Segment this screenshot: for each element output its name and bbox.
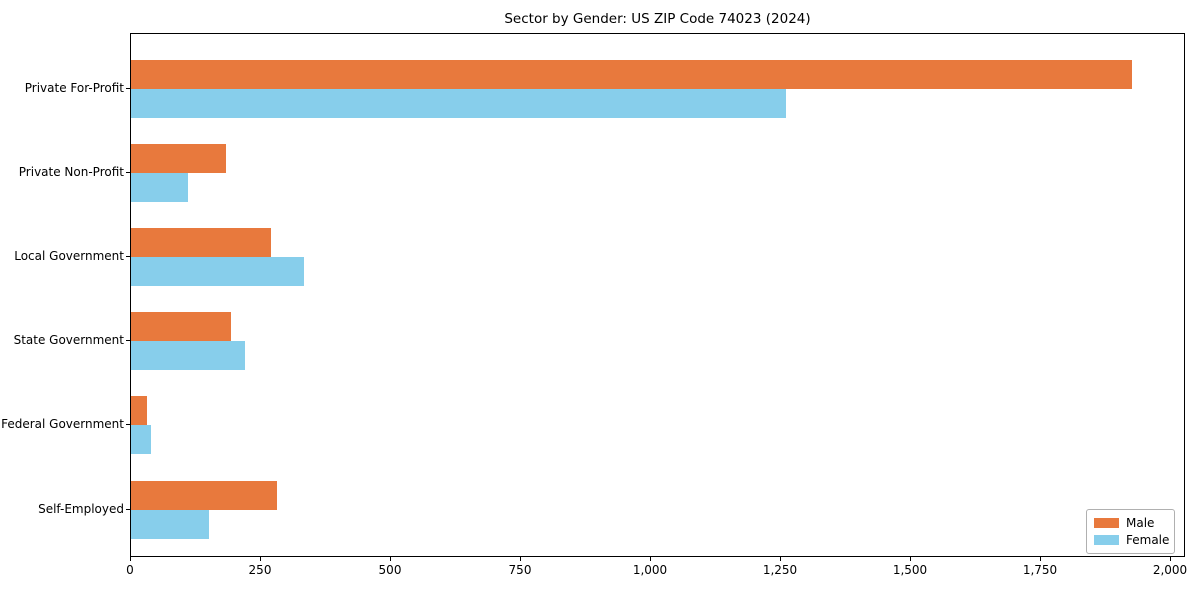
bar-male-3	[131, 312, 231, 342]
male-color-swatch	[1094, 517, 1119, 528]
x-tick-mark-8	[1170, 557, 1171, 561]
y-tick-mark-0	[126, 88, 130, 89]
x-tick-label-6: 1,500	[892, 563, 928, 577]
legend-label-female: Female	[1126, 533, 1170, 548]
x-tick-mark-0	[130, 557, 131, 561]
bar-male-5	[131, 480, 277, 510]
y-tick-label-0: Private For-Profit	[24, 81, 124, 95]
x-tick-label-8: 2,000	[1152, 563, 1188, 577]
bar-male-2	[131, 228, 272, 258]
x-tick-mark-3	[520, 557, 521, 561]
x-tick-label-7: 1,750	[1022, 563, 1058, 577]
x-tick-mark-5	[780, 557, 781, 561]
x-tick-label-4: 1,000	[632, 563, 668, 577]
bar-female-1	[131, 173, 189, 203]
bar-female-4	[131, 425, 151, 455]
y-tick-mark-5	[126, 508, 130, 510]
y-tick-label-1: Private Non-Profit	[18, 165, 124, 180]
x-tick-label-3: 750	[508, 563, 532, 577]
plot-area	[130, 33, 1185, 557]
bar-male-0	[131, 60, 1132, 89]
y-tick-label-3: State Government	[13, 333, 124, 348]
y-tick-mark-1	[126, 172, 130, 174]
bar-female-2	[131, 257, 305, 287]
legend-label-male: Male	[1126, 515, 1155, 530]
x-tick-mark-4	[650, 557, 651, 561]
bar-female-0	[131, 89, 787, 118]
x-tick-label-0: 0	[126, 563, 134, 577]
y-tick-label-4: Federal Government	[1, 417, 124, 432]
bar-male-4	[131, 396, 147, 426]
legend: Male Female	[1086, 509, 1175, 554]
x-tick-label-5: 1,250	[762, 563, 798, 577]
x-tick-label-2: 500	[378, 563, 402, 577]
legend-entry-female: Female	[1094, 533, 1170, 548]
female-color-swatch	[1094, 535, 1119, 546]
bar-male-1	[131, 144, 227, 174]
chart-title: Sector by Gender: US ZIP Code 74023 (202…	[504, 11, 811, 27]
y-tick-label-2: Local Government	[14, 249, 124, 264]
y-tick-mark-2	[126, 256, 130, 258]
x-tick-label-1: 250	[248, 563, 272, 577]
x-tick-mark-1	[260, 557, 261, 561]
x-tick-mark-6	[910, 557, 911, 561]
bar-female-3	[131, 341, 246, 371]
y-tick-label-5: Self-Employed	[38, 501, 124, 516]
x-tick-mark-2	[390, 557, 391, 561]
y-tick-mark-4	[126, 424, 130, 426]
x-tick-mark-7	[1040, 557, 1041, 561]
legend-entry-male: Male	[1094, 516, 1167, 530]
bar-female-5	[131, 509, 209, 539]
y-tick-mark-3	[126, 340, 130, 342]
